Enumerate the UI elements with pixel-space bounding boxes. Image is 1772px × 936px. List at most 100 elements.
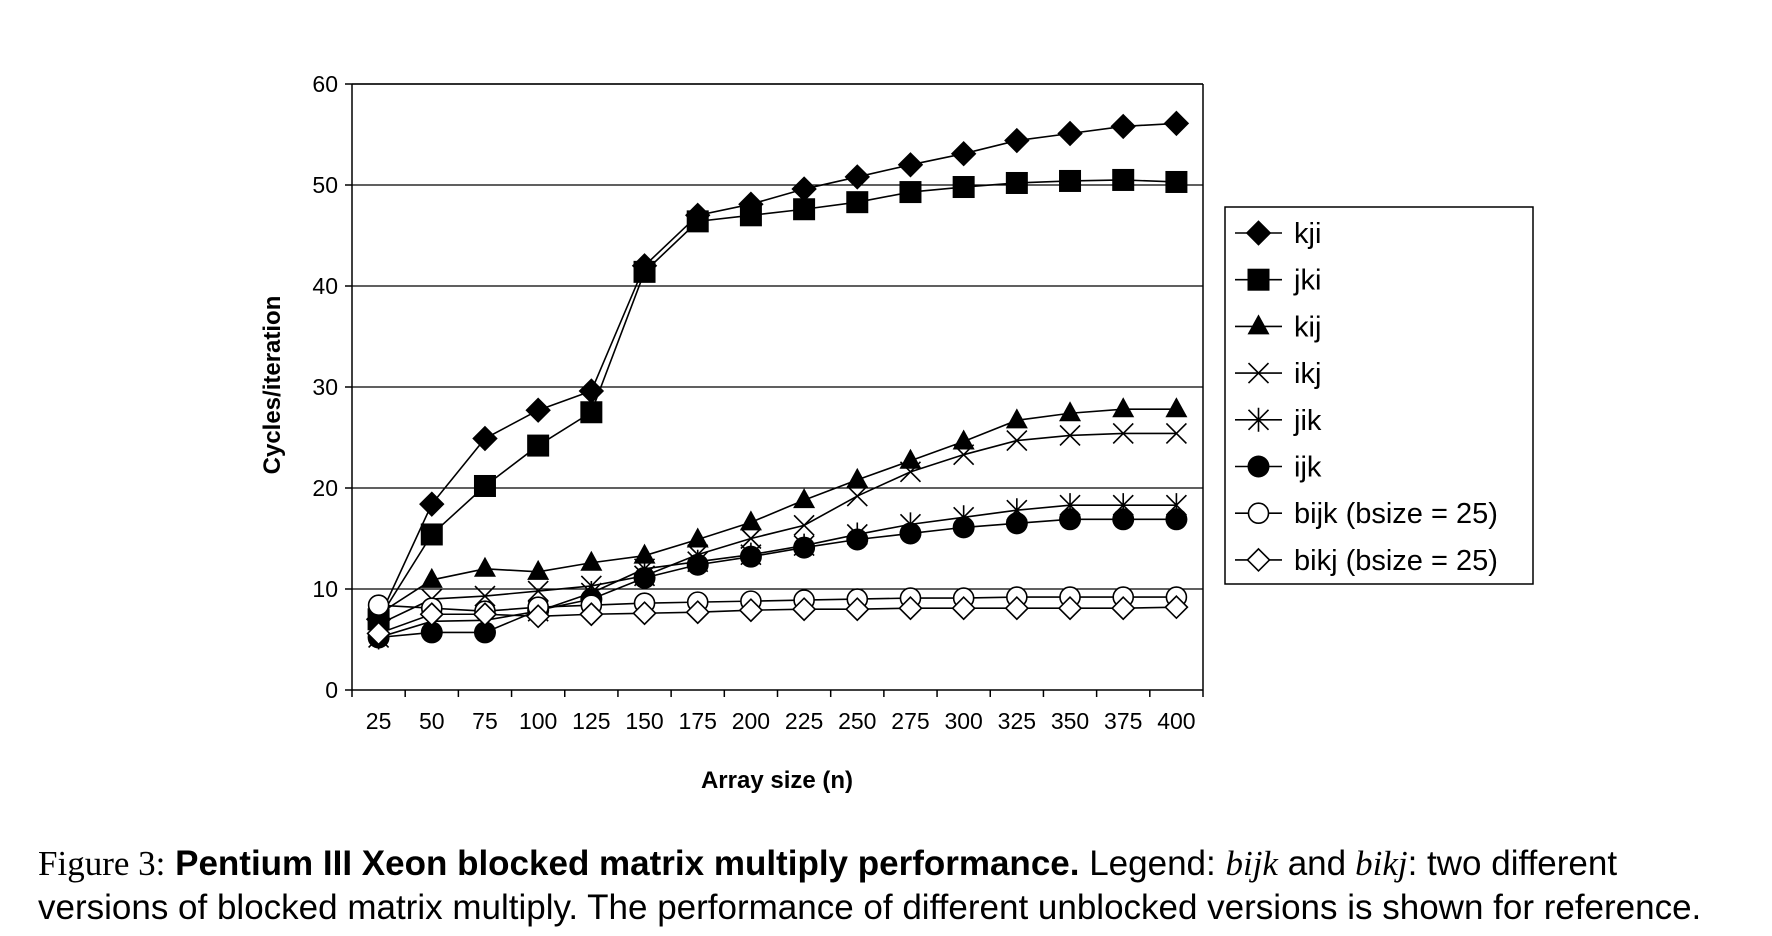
legend-marker-kji	[1245, 220, 1272, 246]
data-point-bikj-bsize-25	[738, 598, 764, 623]
data-point-ikj	[740, 527, 762, 550]
series-line-bikj-bsize-25	[378, 606, 1177, 635]
data-point-ijk	[899, 522, 922, 545]
data-point-kij	[846, 467, 869, 488]
legend-marker-jki	[1247, 268, 1270, 291]
data-point-bikj-bsize-25	[366, 621, 391, 646]
y-tick-label: 60	[312, 71, 338, 97]
data-point-kij	[1165, 397, 1188, 418]
legend-marker-kij	[1247, 314, 1270, 335]
caption-term-bikj: bikj	[1355, 844, 1408, 883]
data-point-bikj-bsize-25	[472, 602, 498, 627]
data-point-kji	[472, 425, 498, 452]
series-line-kij	[378, 408, 1177, 615]
data-point-bikj-bsize-25	[579, 602, 604, 627]
caption-title: Pentium III Xeon blocked matrix multiply…	[175, 844, 1080, 883]
legend-label-jik: jik	[1293, 405, 1322, 437]
x-tick-label: 175	[679, 708, 717, 734]
x-tick-label: 325	[998, 708, 1036, 734]
data-point-kij	[420, 567, 443, 588]
data-point-jki	[899, 181, 922, 204]
data-point-ikj	[793, 514, 815, 536]
data-point-ikj	[1059, 424, 1081, 447]
legend-label-kij: kij	[1294, 311, 1321, 343]
data-point-jki	[1005, 171, 1028, 194]
series-line-bijk-bsize-25	[378, 596, 1177, 613]
x-tick-label: 50	[419, 708, 445, 734]
legend-label-kji: kji	[1294, 218, 1321, 250]
figure-caption-line-1: Figure 3: Pentium III Xeon blocked matri…	[38, 842, 1758, 886]
data-point-ijk	[633, 566, 656, 589]
data-point-ikj	[899, 461, 922, 483]
legend-label-ikj: ikj	[1294, 358, 1321, 390]
data-point-ijk	[739, 545, 762, 568]
caption-text-legend: Legend:	[1089, 844, 1216, 883]
data-point-kij	[739, 510, 762, 531]
figure-caption-line-2: versions of blocked matrix multiply. The…	[38, 886, 1758, 930]
data-point-bijk-bsize-25	[367, 594, 390, 616]
data-point-kij	[952, 429, 975, 450]
data-point-kji	[1057, 120, 1083, 147]
data-point-jki	[1165, 170, 1188, 193]
data-point-bikj-bsize-25	[951, 596, 976, 621]
series-line-jik	[378, 504, 1177, 639]
tick-labels: 0 10 20 30 40 50 60 25 50 75 100 125 150 175 200 225 250…	[312, 71, 1195, 734]
data-point-kji	[578, 378, 605, 404]
data-point-kji	[791, 176, 817, 202]
x-tick-label: 275	[891, 708, 929, 734]
data-point-ijk	[1112, 508, 1135, 531]
y-tick-label: 20	[312, 475, 338, 501]
x-tick-label: 150	[625, 708, 663, 734]
series-lines	[377, 122, 1177, 639]
data-point-kij	[686, 527, 709, 548]
series-line-ijk	[378, 518, 1177, 639]
data-point-kij	[527, 559, 550, 580]
y-tick-label: 40	[312, 273, 338, 299]
legend-marker-bikj-bsize-25	[1246, 547, 1271, 573]
data-point-ikj	[527, 580, 549, 602]
x-axis-title: Array size (n)	[701, 767, 853, 794]
data-point-ijk	[686, 553, 709, 576]
data-point-kji	[1110, 113, 1136, 140]
x-tick-label: 400	[1157, 708, 1195, 734]
data-point-bikj-bsize-25	[526, 604, 551, 629]
data-point-bikj-bsize-25	[685, 600, 710, 625]
data-point-kji	[419, 491, 445, 517]
caption-text-and: and	[1287, 844, 1347, 883]
data-point-bikj-bsize-25	[419, 602, 444, 627]
legend-label-bijk-bsize-25: bijk (bsize = 25)	[1294, 498, 1498, 530]
data-point-ikj	[846, 485, 868, 507]
data-point-jki	[1112, 168, 1135, 191]
axes	[345, 83, 1204, 697]
data-point-bikj-bsize-25	[1164, 595, 1189, 620]
data-point-kij	[633, 543, 656, 564]
data-point-kji	[897, 152, 924, 178]
data-point-kji	[1004, 127, 1030, 154]
legend-label-bikj-bsize-25: bikj (bsize = 25)	[1294, 545, 1498, 577]
caption-term-bijk: bijk	[1225, 844, 1278, 883]
data-point-jki	[420, 523, 443, 546]
data-point-ijk	[420, 621, 443, 644]
data-point-ijk	[793, 536, 816, 559]
data-point-jki	[580, 401, 603, 424]
data-point-kij	[899, 448, 922, 469]
data-point-kji	[950, 140, 977, 167]
data-point-jki	[473, 474, 496, 497]
y-axis-title: Cycles/iteration	[259, 296, 286, 475]
data-point-jki	[686, 210, 709, 233]
data-point-jki	[846, 191, 869, 214]
y-tick-label: 30	[312, 374, 338, 400]
y-tick-label: 10	[312, 576, 338, 602]
data-point-ijk	[846, 528, 869, 551]
data-point-ijk	[952, 516, 975, 539]
legend-label-ijk: ijk	[1294, 452, 1322, 484]
x-tick-label: 300	[944, 708, 982, 734]
series-line-jki	[377, 179, 1177, 620]
data-point-kji	[844, 164, 870, 190]
data-point-bikj-bsize-25	[898, 596, 923, 621]
data-point-bikj-bsize-25	[632, 601, 657, 626]
data-point-kji	[1163, 110, 1190, 137]
x-tick-label: 25	[366, 708, 392, 734]
x-tick-label: 375	[1104, 708, 1142, 734]
data-point-ikj	[1112, 422, 1134, 445]
